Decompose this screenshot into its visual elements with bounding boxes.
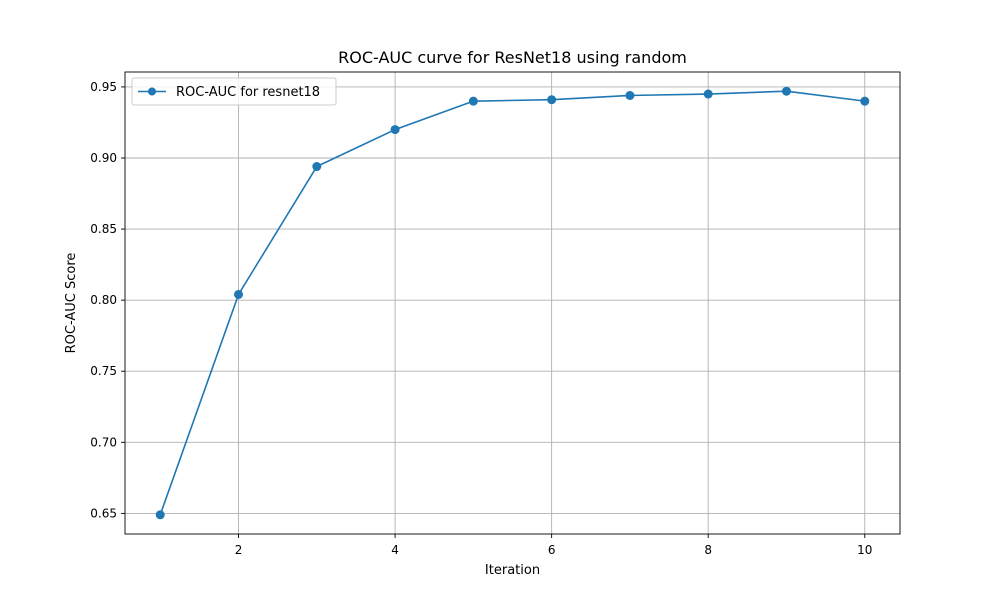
data-point-marker bbox=[468, 96, 478, 106]
x-tick-label: 4 bbox=[391, 543, 399, 557]
data-point-marker bbox=[234, 289, 244, 299]
y-axis-label: ROC-AUC Score bbox=[64, 253, 79, 354]
y-tick-label: 0.95 bbox=[90, 80, 117, 94]
data-point-marker bbox=[155, 510, 165, 520]
y-tick-label: 0.80 bbox=[90, 293, 117, 307]
plot-frame bbox=[124, 71, 901, 535]
series-line bbox=[159, 90, 865, 516]
y-tick-label: 0.65 bbox=[90, 506, 117, 520]
chart-title: ROC-AUC curve for ResNet18 using random bbox=[338, 48, 687, 67]
data-point-marker bbox=[625, 90, 635, 100]
data-point-marker bbox=[390, 125, 400, 135]
x-tick-label: 8 bbox=[704, 543, 712, 557]
x-axis-label: Iteration bbox=[485, 563, 540, 578]
y-tick-label: 0.75 bbox=[90, 364, 117, 378]
y-tick-label: 0.85 bbox=[90, 222, 117, 236]
x-tick-label: 10 bbox=[857, 543, 872, 557]
legend: ROC-AUC for resnet18 bbox=[131, 77, 337, 106]
grid bbox=[125, 72, 900, 534]
x-tick-label: 2 bbox=[235, 543, 243, 557]
data-point-marker bbox=[703, 89, 713, 99]
y-tick-label: 0.90 bbox=[90, 151, 117, 165]
data-point-marker bbox=[781, 86, 791, 96]
legend-box bbox=[131, 77, 337, 106]
x-tick-label: 6 bbox=[548, 543, 556, 557]
series-layer bbox=[155, 86, 870, 520]
y-tick-label: 0.70 bbox=[90, 435, 117, 449]
legend-marker bbox=[148, 87, 156, 96]
axis-ticks: 2 4 6 8 10 0.65 0.70 0.75 0.80 0.85 0.90 0.95 bbox=[90, 80, 872, 557]
legend-label: ROC-AUC for resnet18 bbox=[176, 85, 320, 100]
data-point-marker bbox=[860, 96, 870, 106]
data-point-marker bbox=[547, 95, 557, 105]
data-point-marker bbox=[312, 162, 322, 172]
